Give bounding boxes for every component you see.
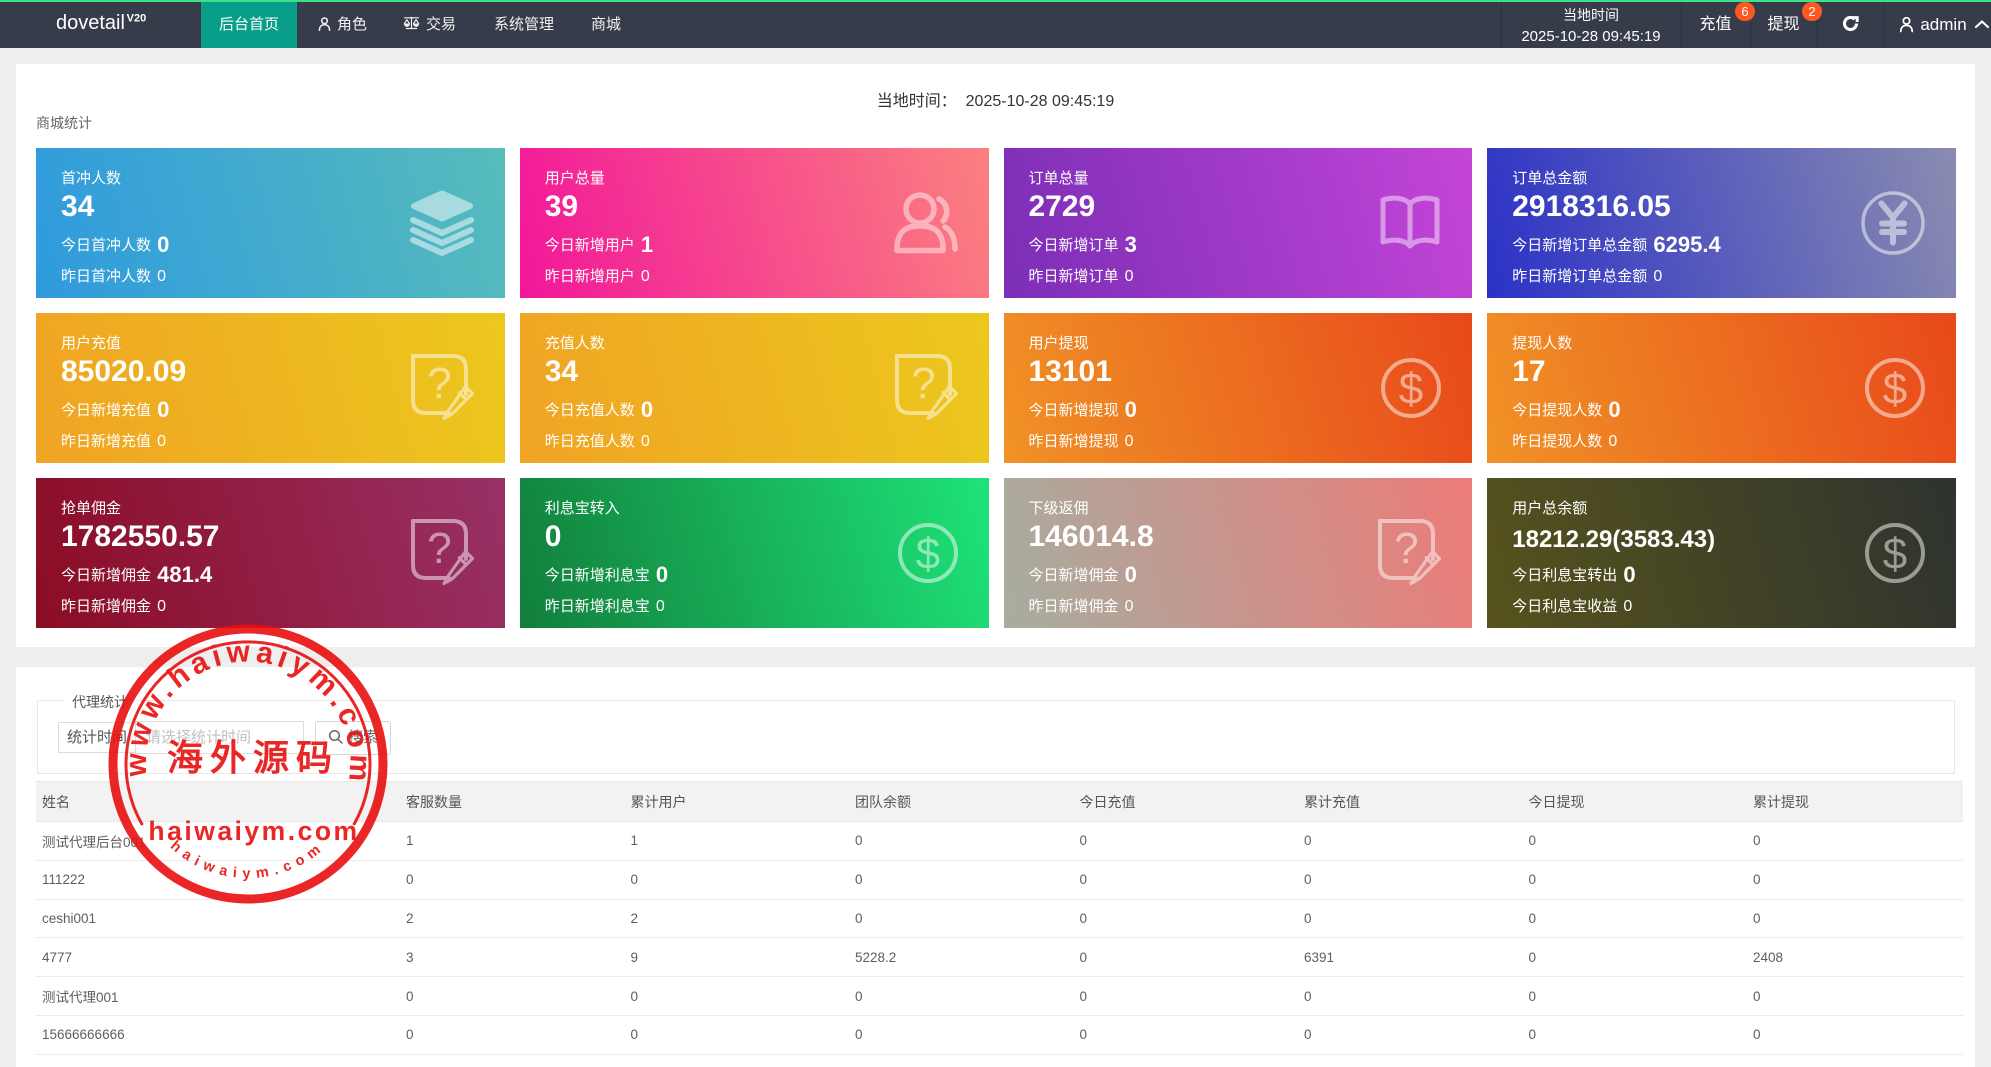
svg-text:海外源码: 海外源码	[167, 737, 339, 778]
svg-text:haiwaiym.com: haiwaiym.com	[148, 816, 359, 846]
